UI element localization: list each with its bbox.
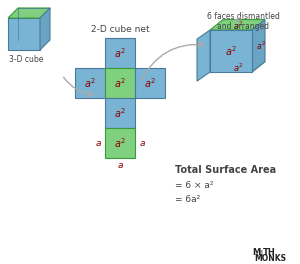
Text: Total Surface Area: Total Surface Area xyxy=(175,165,276,175)
Polygon shape xyxy=(252,20,265,72)
Bar xyxy=(105,38,135,68)
Bar xyxy=(105,68,135,98)
Text: $a^2$: $a^2$ xyxy=(114,46,126,60)
Polygon shape xyxy=(40,8,50,50)
Bar xyxy=(8,18,40,50)
Text: 2-D cube net: 2-D cube net xyxy=(91,26,149,35)
Text: = 6 × a²: = 6 × a² xyxy=(175,181,214,190)
Text: $\mathbb{A}$: $\mathbb{A}$ xyxy=(257,248,264,258)
Text: $a^2$: $a^2$ xyxy=(144,76,156,90)
Text: $a^2$: $a^2$ xyxy=(114,106,126,120)
Text: $a^2$: $a^2$ xyxy=(233,20,244,32)
Text: = 6a²: = 6a² xyxy=(175,195,200,204)
Polygon shape xyxy=(210,20,265,30)
Bar xyxy=(75,68,105,98)
Text: 6 faces dismantled
and arranged: 6 faces dismantled and arranged xyxy=(207,12,279,31)
Text: $a^2$: $a^2$ xyxy=(256,40,266,52)
Text: MONKS: MONKS xyxy=(254,254,286,263)
Polygon shape xyxy=(197,30,210,81)
Bar xyxy=(105,98,135,128)
Text: M: M xyxy=(252,248,260,257)
Text: $a^2$: $a^2$ xyxy=(114,136,126,150)
Text: $a^2$: $a^2$ xyxy=(84,76,96,90)
Text: $a^2$: $a^2$ xyxy=(233,62,244,74)
Text: a: a xyxy=(139,139,145,148)
Polygon shape xyxy=(210,62,265,72)
Text: $a^2$: $a^2$ xyxy=(225,44,237,58)
Text: $a^2$: $a^2$ xyxy=(114,76,126,90)
Text: 3-D cube: 3-D cube xyxy=(9,54,43,64)
Text: TH: TH xyxy=(263,248,276,257)
Text: a: a xyxy=(95,139,101,148)
Text: a: a xyxy=(117,162,123,171)
Bar xyxy=(135,68,165,98)
Polygon shape xyxy=(8,8,50,18)
Bar xyxy=(210,30,252,72)
Bar xyxy=(105,128,135,158)
